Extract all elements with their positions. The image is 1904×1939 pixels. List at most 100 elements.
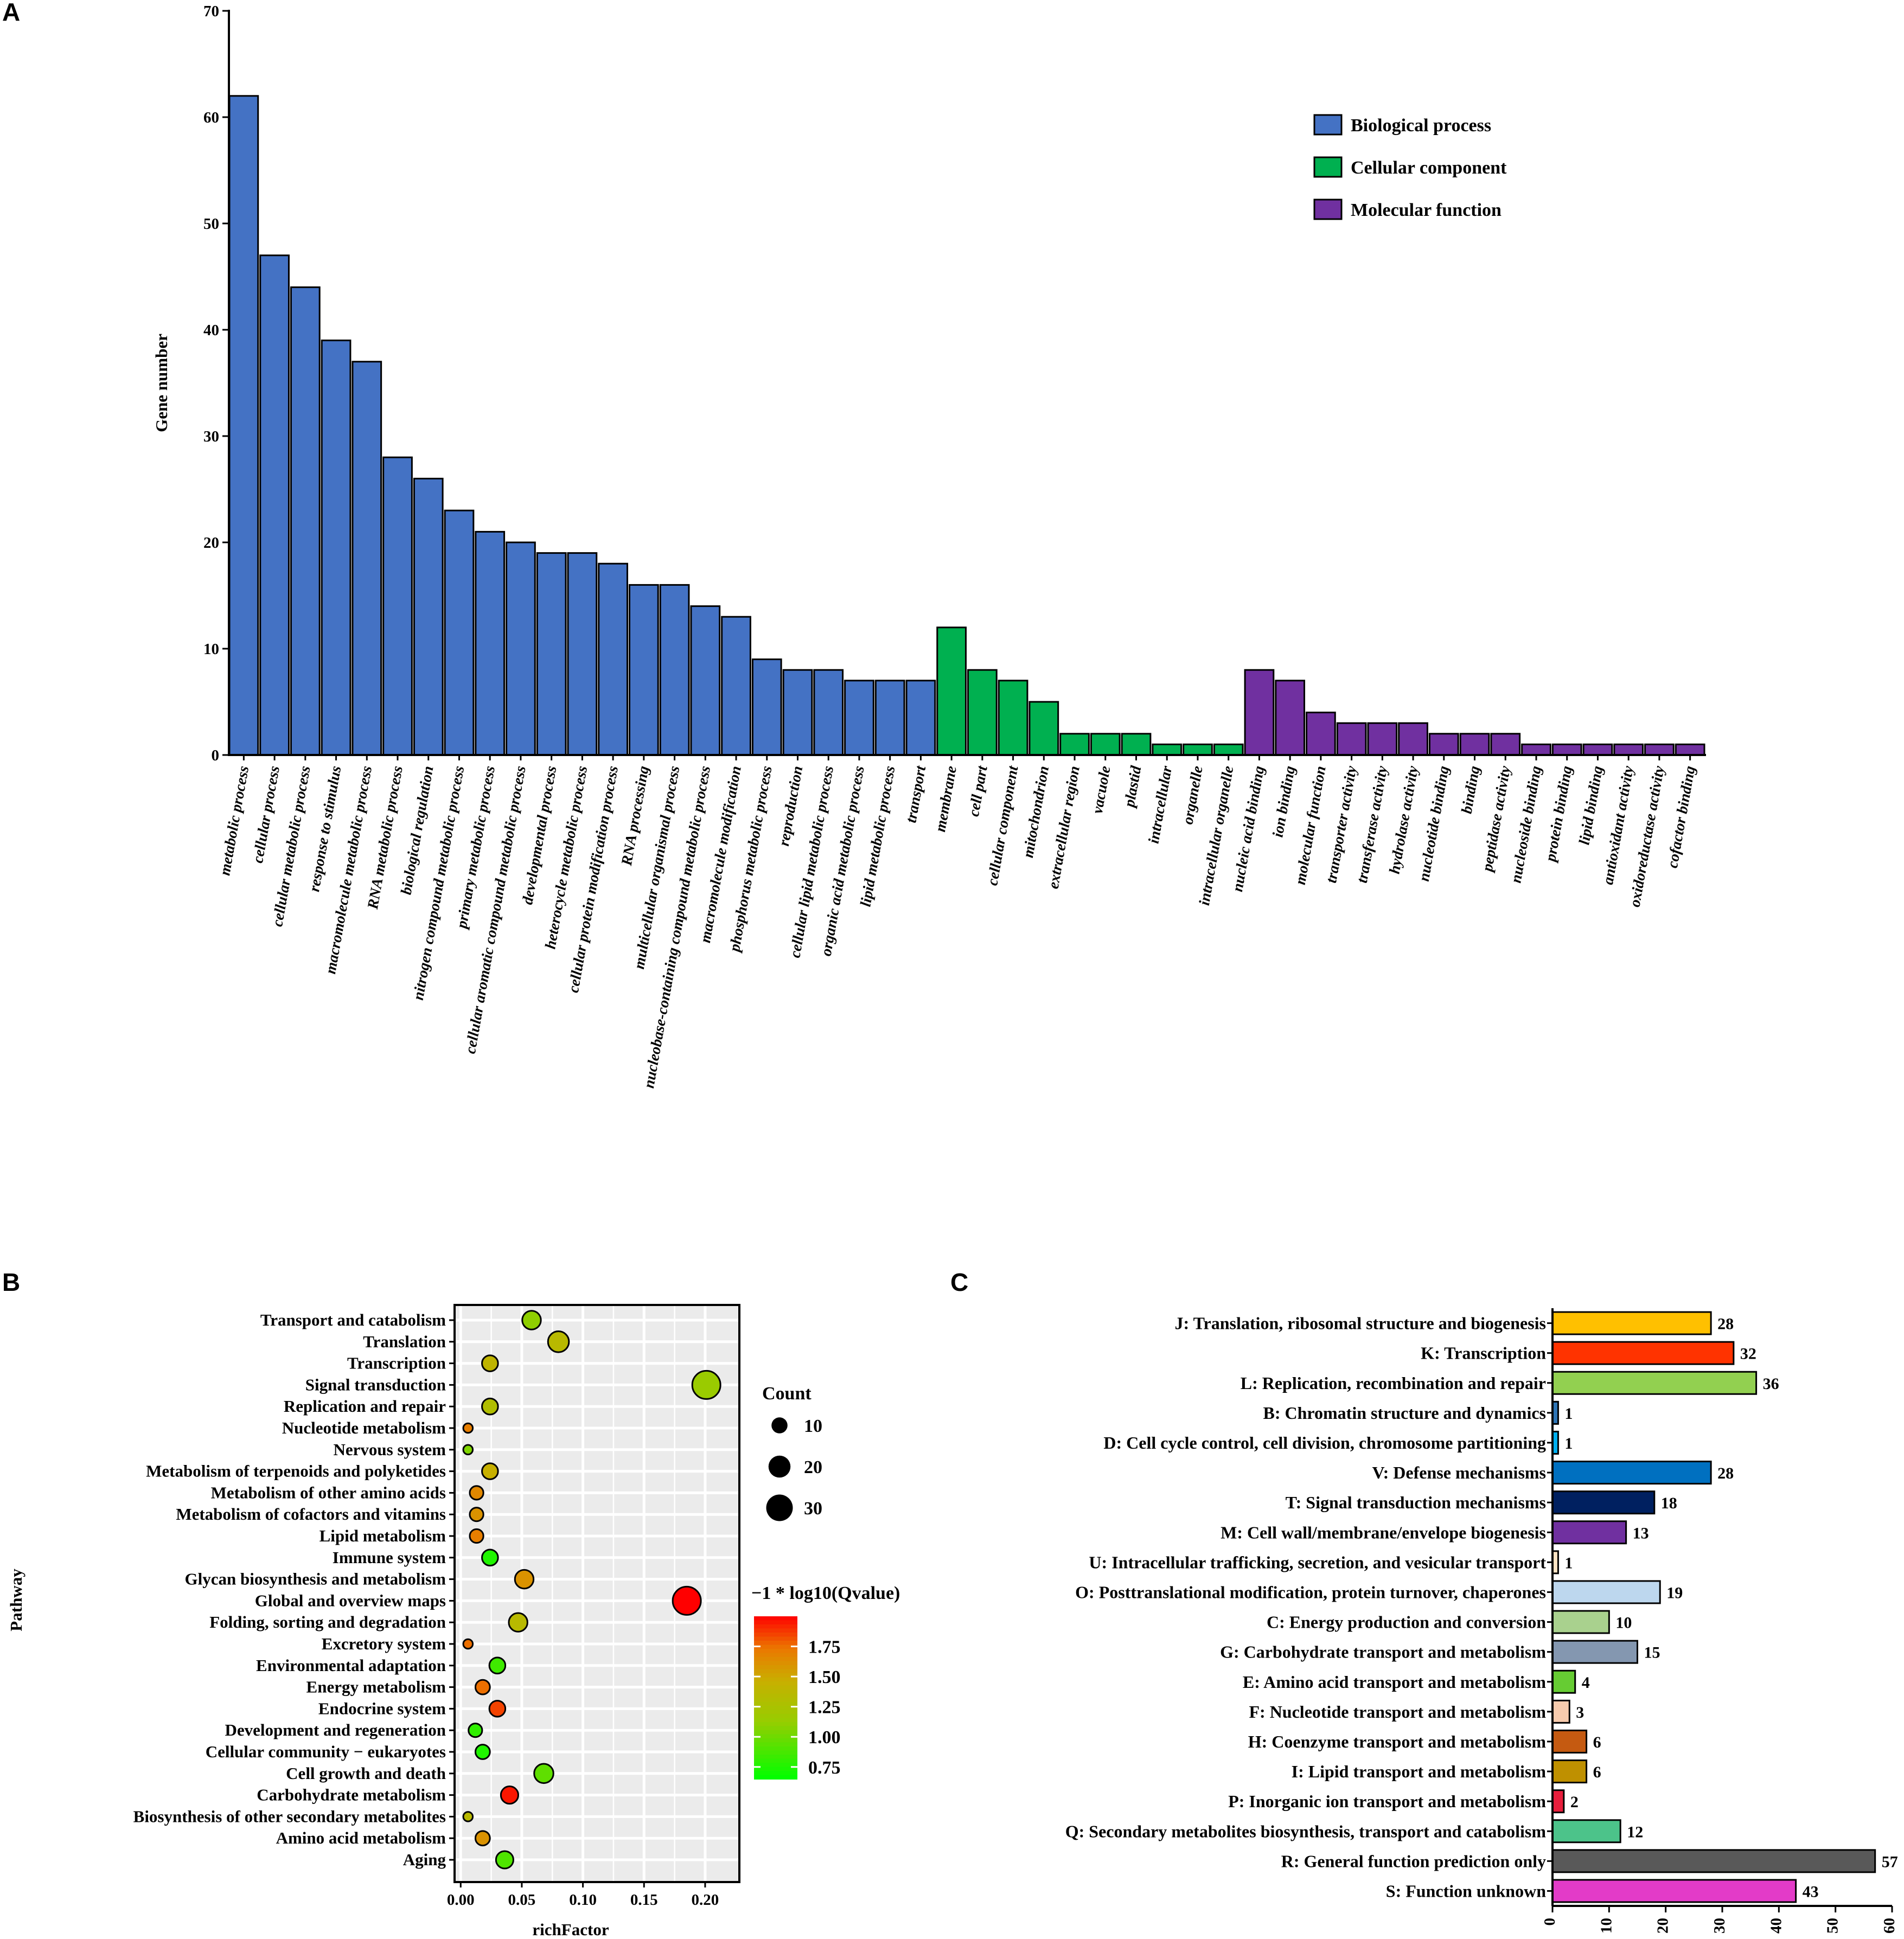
colorbar-segment — [754, 1738, 797, 1743]
category-label-j: J: Translation, ribosomal structure and … — [1175, 1314, 1547, 1333]
colorbar-segment — [754, 1718, 797, 1723]
bar-nucleic-acid-binding — [1244, 669, 1275, 756]
point-development-and-regeneration — [468, 1723, 483, 1738]
x-label-plastid: plastid — [1121, 764, 1145, 809]
bar-biological-regulation — [413, 477, 444, 756]
colorbar-segment — [754, 1746, 797, 1751]
colorbar-segment — [754, 1657, 797, 1662]
bar-cofactor-binding — [1675, 743, 1705, 756]
value-label-u: 1 — [1564, 1554, 1573, 1572]
bar-mitochondrion — [1028, 701, 1059, 756]
colorbar-segment — [754, 1661, 797, 1666]
colorbar-tick-label: 1.00 — [808, 1727, 841, 1748]
bar-transferase-activity — [1367, 722, 1398, 756]
point-environmental-adaptation — [488, 1656, 507, 1675]
colorbar-segment — [754, 1624, 797, 1629]
x-tick-label: 0.00 — [447, 1891, 475, 1909]
category-label-h: H: Coenzyme transport and metabolism — [1248, 1732, 1547, 1751]
x-label-membrane: membrane — [932, 765, 960, 833]
panel-b-letter: B — [2, 1268, 20, 1296]
y-tick-label: 50 — [203, 215, 219, 233]
x-tick-label: 40 — [1767, 1918, 1785, 1934]
colorbar-segment — [754, 1714, 797, 1719]
bar-c-energy-production-and-conversion — [1551, 1610, 1610, 1634]
category-label-o: O: Posttranslational modification, prote… — [1075, 1582, 1546, 1602]
category-label-u: U: Intracellular trafficking, secretion,… — [1089, 1552, 1546, 1572]
value-label-l: 36 — [1763, 1375, 1779, 1393]
x-label-protein-binding: protein binding — [1542, 765, 1576, 864]
point-biosynthesis-of-other-secondary-metabolites — [462, 1811, 474, 1822]
bar-phosphorus-metabolic-process — [751, 658, 782, 756]
bar-protein-binding — [1551, 743, 1582, 756]
bar-response-to-stimulus — [321, 340, 352, 756]
category-label-v: V: Defense mechanisms — [1372, 1463, 1546, 1482]
bar-vacuole — [1090, 733, 1121, 756]
category-label-m: M: Cell wall/membrane/envelope biogenesi… — [1221, 1522, 1546, 1542]
pathway-label-energy-metabolism: Energy metabolism — [306, 1678, 446, 1697]
size-legend-label: 30 — [804, 1499, 822, 1519]
bar-rna-processing — [628, 584, 659, 756]
bar-macromolecule-metabolic-process — [352, 361, 382, 756]
point-transcription — [481, 1354, 499, 1372]
pathway-label-nervous-system: Nervous system — [334, 1440, 446, 1459]
x-label-antioxidant-activity: antioxidant activity — [1600, 764, 1637, 886]
y-tick-label: 10 — [203, 641, 219, 658]
bar-peptidase-activity — [1490, 733, 1521, 756]
bar-t-signal-transduction-mechanisms — [1551, 1490, 1656, 1515]
pathway-label-nucleotide-metabolism: Nucleotide metabolism — [282, 1418, 446, 1437]
bar-lipid-metabolic-process — [874, 680, 905, 756]
point-nervous-system — [462, 1444, 474, 1456]
bar-transport — [905, 680, 936, 756]
legend-swatch-molecular-function — [1313, 199, 1343, 220]
category-label-g: G: Carbohydrate transport and metabolism — [1220, 1642, 1546, 1662]
pathway-label-cell-growth-and-death: Cell growth and death — [286, 1764, 446, 1783]
panel-b-color-legend: −1 * log10(Qvalue) 1.75 1.50 1.25 1.00 0.75 — [751, 1583, 900, 1780]
size-legend-dot — [768, 1455, 791, 1478]
bar-nitrogen-compound-metabolic-process — [444, 509, 475, 756]
bar-q-secondary-metabolites-biosynthesis-transport-and-catabolism — [1551, 1819, 1621, 1844]
panel-a-axes — [228, 10, 1706, 756]
bar-h-coenzyme-transport-and-metabolism — [1551, 1729, 1588, 1754]
x-label-hydrolase-activity: hydrolase activity — [1386, 764, 1422, 875]
panel-b-size-legend: Count 10 20 30 — [762, 1384, 822, 1521]
size-legend-title: Count — [762, 1384, 812, 1404]
point-amino-acid-metabolism — [474, 1830, 491, 1847]
point-replication-and-repair — [481, 1397, 499, 1416]
legend-label-cellular-component: Cellular component — [1351, 158, 1507, 178]
bar-lipid-binding — [1582, 743, 1613, 756]
y-tick-label: 40 — [203, 322, 219, 339]
x-label-cellular-component: cellular component — [984, 764, 1022, 887]
color-legend-title: −1 * log10(Qvalue) — [751, 1583, 900, 1603]
x-label-reproduction: reproduction — [776, 765, 806, 847]
bar-hydrolase-activity — [1398, 722, 1428, 756]
colorbar-segment — [754, 1742, 797, 1747]
pathway-label-signal-transduction: Signal transduction — [305, 1375, 446, 1394]
colorbar-segment — [754, 1665, 797, 1670]
pathway-label-replication-and-repair: Replication and repair — [284, 1397, 446, 1416]
value-label-h: 6 — [1593, 1733, 1601, 1751]
point-metabolism-of-terpenoids-and-polyketides — [481, 1462, 499, 1480]
bar-j-translation-ribosomal-structure-and-biogenesis — [1551, 1311, 1712, 1335]
value-label-i: 6 — [1593, 1763, 1601, 1781]
pathway-label-metabolism-of-cofactors-and-vitamins: Metabolism of cofactors and vitamins — [176, 1505, 446, 1524]
pathway-label-biosynthesis-of-other-secondary-metabolites: Biosynthesis of other secondary metaboli… — [133, 1807, 446, 1826]
value-label-d: 1 — [1564, 1435, 1573, 1452]
size-legend-dot — [766, 1494, 793, 1521]
value-label-e: 4 — [1582, 1674, 1590, 1692]
x-label-cellular-process: cellular process — [250, 765, 283, 865]
bar-cellular-component — [998, 680, 1028, 756]
legend-label-biological-process: Biological process — [1351, 116, 1491, 136]
y-tick-label: 60 — [203, 109, 219, 126]
value-label-m: 13 — [1633, 1524, 1649, 1542]
panel-c-axes — [1551, 1308, 1892, 1907]
colorbar-segment — [754, 1649, 797, 1654]
bar-membrane — [936, 626, 967, 756]
value-label-q: 12 — [1627, 1823, 1643, 1841]
x-label-extracellular-region: extracellular region — [1045, 765, 1083, 890]
point-immune-system — [481, 1548, 499, 1567]
pathway-label-translation: Translation — [363, 1332, 446, 1351]
bar-p-inorganic-ion-transport-and-metabolism — [1551, 1789, 1565, 1814]
colorbar-segment — [754, 1763, 797, 1768]
